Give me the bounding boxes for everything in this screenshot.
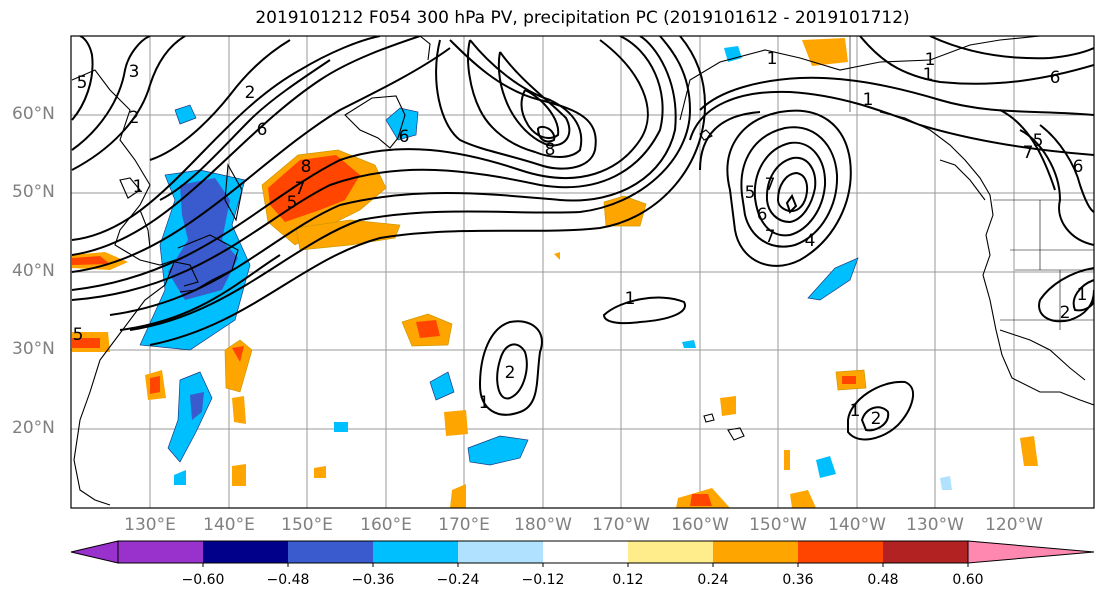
colorbar-segment xyxy=(373,541,458,563)
lat-label: 40°N xyxy=(12,261,55,281)
map-frame xyxy=(70,35,1095,509)
contour-label: 1 xyxy=(479,393,490,413)
borders xyxy=(849,36,1094,330)
contour-label: 5 xyxy=(1033,131,1044,151)
contour-label: 6 xyxy=(257,120,268,140)
map-area: 3 2 2 5 1 6 8 7 5 6 8 1 5 6 7 1 1 1 6 5 … xyxy=(71,36,1094,508)
contour-label: 7 xyxy=(765,175,776,195)
contour-label: 1 xyxy=(850,401,861,421)
lon-label: 130°E xyxy=(124,515,176,535)
contour-labels: 3 2 2 5 1 6 8 7 5 6 8 1 5 6 7 1 1 1 6 5 … xyxy=(73,49,1088,429)
lon-label: 150°W xyxy=(749,515,807,535)
colorbar-extend-max xyxy=(967,540,1095,564)
lat-label: 50°N xyxy=(12,182,55,202)
lat-label: 60°N xyxy=(12,104,55,124)
contour-label: 1 xyxy=(923,65,934,85)
contour-label: 7 xyxy=(765,227,776,247)
contour-label: 1 xyxy=(863,90,874,110)
colorbar-segment xyxy=(288,541,373,563)
contour-label: 5 xyxy=(287,193,298,213)
colorbar-segment xyxy=(713,541,798,563)
lat-label: 20°N xyxy=(12,418,55,438)
colorbar-segment xyxy=(458,541,543,563)
lat-label: 30°N xyxy=(12,339,55,359)
contour-label: 1 xyxy=(1077,285,1088,305)
contour-label: 6 xyxy=(1050,68,1061,88)
contour-label: 2 xyxy=(1060,303,1071,323)
coastlines xyxy=(71,36,1094,506)
contour-label: 3 xyxy=(129,62,140,82)
colorbar-tick-label: 0.24 xyxy=(697,572,729,588)
lon-label: 160°W xyxy=(671,515,729,535)
colorbar-tick-label: −0.48 xyxy=(266,572,310,588)
contour-label: 4 xyxy=(805,231,816,251)
colorbar-segment xyxy=(203,541,288,563)
colorbar-segment xyxy=(543,541,628,563)
colorbar-tick-label: 0.60 xyxy=(952,572,984,588)
map-title: 2019101212 F054 300 hPa PV, precipitatio… xyxy=(255,8,910,28)
lon-label: 150°E xyxy=(281,515,333,535)
lon-label: 160°E xyxy=(360,515,412,535)
contour-label: 2 xyxy=(505,363,516,383)
contour-label: 1 xyxy=(133,177,144,197)
contour-label: 5 xyxy=(73,325,84,345)
pv-contours xyxy=(71,36,1094,441)
contour-label: 6 xyxy=(399,127,410,147)
contour-label: 8 xyxy=(545,140,556,160)
colorbar-tick-label: −0.12 xyxy=(521,572,565,588)
colorbar-segment xyxy=(883,541,968,563)
colorbar-tick-label: −0.36 xyxy=(351,572,395,588)
contour-label: 5 xyxy=(745,183,756,203)
contour-label: 7 xyxy=(1023,143,1034,163)
contour-label: 5 xyxy=(77,73,88,93)
colorbar-tick-label: 0.36 xyxy=(782,572,814,588)
colorbar-tick-label: 0.12 xyxy=(612,572,644,588)
colorbar-segment xyxy=(798,541,883,563)
lon-label: 170°W xyxy=(592,515,650,535)
contour-label: 8 xyxy=(301,157,312,177)
colorbar-segment xyxy=(628,541,713,563)
lon-label: 140°W xyxy=(828,515,886,535)
colorbar-segment xyxy=(118,541,203,563)
lon-label: 120°W xyxy=(985,515,1043,535)
contour-label: 2 xyxy=(871,409,882,429)
lon-label: 140°E xyxy=(203,515,255,535)
colorbar xyxy=(70,540,1095,567)
contour-label: 2 xyxy=(245,83,256,103)
colorbar-tick-label: −0.60 xyxy=(181,572,225,588)
lon-label: 170°E xyxy=(438,515,490,535)
contour-label: 1 xyxy=(767,49,778,69)
colorbar-tick-label: 0.48 xyxy=(867,572,899,588)
contour-label: 6 xyxy=(757,205,768,225)
contour-label: 6 xyxy=(1073,157,1084,177)
contour-label: 2 xyxy=(129,108,140,128)
lon-label: 180°W xyxy=(514,515,572,535)
colorbar-extend-min xyxy=(70,540,119,564)
colorbar-tick-label: −0.24 xyxy=(436,572,480,588)
contour-label: 1 xyxy=(625,289,636,309)
gridlines xyxy=(71,36,1094,508)
contour-label: 7 xyxy=(295,179,306,199)
lon-label: 130°W xyxy=(906,515,964,535)
contour-label: 1 xyxy=(925,50,936,70)
